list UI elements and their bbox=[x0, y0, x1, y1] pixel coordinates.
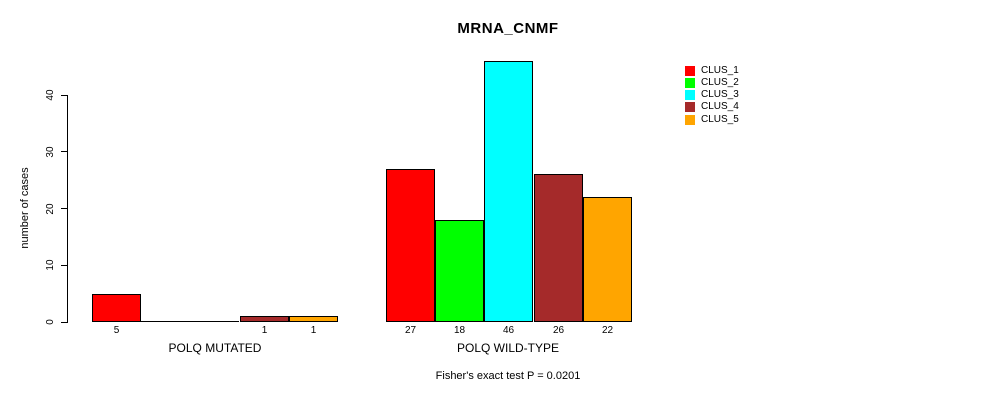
bar-clus_1-1 bbox=[386, 168, 435, 322]
bar-clus_5-1 bbox=[583, 197, 632, 322]
bar-clus_5-0 bbox=[289, 316, 338, 322]
bar-value-label: 18 bbox=[453, 325, 466, 336]
bar-clus_2-1 bbox=[435, 219, 484, 322]
bar-value-label: 1 bbox=[261, 325, 268, 336]
y-tick bbox=[61, 264, 67, 266]
y-tick-label: 20 bbox=[45, 202, 56, 215]
y-axis-line bbox=[67, 95, 68, 323]
bar-clus_3-0-zero bbox=[190, 321, 239, 322]
y-tick-label: 0 bbox=[45, 319, 56, 325]
y-axis-title: number of cases bbox=[19, 167, 31, 249]
y-tick bbox=[61, 151, 67, 153]
chart-title: MRNA_CNMF bbox=[457, 20, 559, 37]
bar-value-label: 22 bbox=[601, 325, 614, 336]
y-tick-label: 30 bbox=[45, 146, 56, 158]
y-tick bbox=[61, 94, 67, 96]
y-tick-label: 40 bbox=[45, 89, 56, 101]
bar-clus_4-1 bbox=[534, 174, 583, 322]
bar-value-label: 26 bbox=[552, 325, 565, 336]
annotation-fisher-test: Fisher's exact test P = 0.0201 bbox=[435, 370, 581, 382]
y-tick-label: 10 bbox=[45, 259, 56, 271]
bar-clus_2-0-zero bbox=[141, 321, 190, 322]
bar-clus_1-0 bbox=[92, 293, 141, 322]
bar-clus_4-0 bbox=[240, 316, 289, 322]
legend-item-label: CLUS_2 bbox=[701, 76, 739, 88]
legend-item-label: CLUS_4 bbox=[701, 101, 739, 113]
y-tick bbox=[61, 208, 67, 209]
group-label-polq-mutated: POLQ MUTATED bbox=[168, 341, 262, 355]
legend-item-label: CLUS_5 bbox=[701, 113, 739, 125]
legend-swatch-clus_2 bbox=[685, 77, 695, 88]
bar-value-label: 1 bbox=[310, 325, 317, 336]
bar-clus_3-1 bbox=[484, 60, 533, 322]
y-tick bbox=[61, 321, 67, 323]
group-label-polq-wild-type: POLQ WILD-TYPE bbox=[456, 341, 560, 355]
bar-value-label: 46 bbox=[502, 325, 515, 336]
legend-swatch-clus_3 bbox=[685, 90, 695, 101]
legend-swatch-clus_4 bbox=[685, 102, 695, 113]
legend-swatch-clus_1 bbox=[685, 65, 695, 76]
bar-value-label: 27 bbox=[404, 325, 417, 336]
legend-item-label: CLUS_3 bbox=[701, 89, 739, 101]
bar-value-label: 5 bbox=[113, 325, 120, 336]
legend-swatch-clus_5 bbox=[685, 114, 695, 125]
legend-item-label: CLUS_1 bbox=[701, 64, 739, 76]
